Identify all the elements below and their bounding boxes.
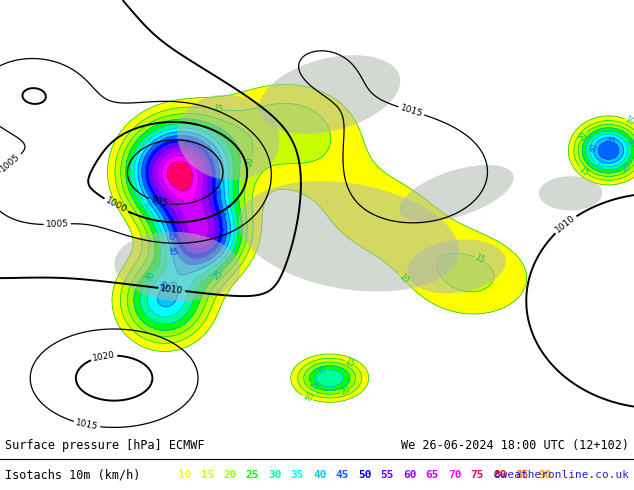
Text: 55: 55	[380, 470, 394, 480]
Text: 20: 20	[245, 156, 256, 167]
Text: 15: 15	[344, 357, 356, 369]
Text: 20: 20	[576, 130, 590, 143]
Text: 30: 30	[268, 470, 281, 480]
Text: 90: 90	[538, 470, 552, 480]
Text: We 26-06-2024 18:00 UTC (12+102): We 26-06-2024 18:00 UTC (12+102)	[401, 440, 629, 452]
Text: 995: 995	[150, 196, 169, 209]
Text: ©weatheronline.co.uk: ©weatheronline.co.uk	[494, 470, 629, 480]
Text: 1005: 1005	[0, 152, 22, 173]
Text: 45: 45	[165, 230, 177, 242]
Text: 35: 35	[140, 199, 153, 212]
Text: 70: 70	[448, 470, 462, 480]
Text: Isotachs 10m (km/h): Isotachs 10m (km/h)	[5, 468, 140, 482]
Text: 1015: 1015	[399, 103, 424, 119]
Text: 40: 40	[158, 279, 172, 293]
Text: 15: 15	[200, 470, 214, 480]
Ellipse shape	[399, 165, 514, 222]
Text: 10: 10	[301, 392, 314, 404]
Text: 25: 25	[620, 160, 633, 173]
Text: 25: 25	[212, 268, 224, 281]
Text: 35: 35	[594, 159, 606, 171]
Text: 35: 35	[290, 470, 304, 480]
Text: 1000: 1000	[104, 196, 128, 215]
Ellipse shape	[259, 55, 400, 134]
Text: 1015: 1015	[75, 418, 99, 432]
Text: 55: 55	[155, 194, 167, 207]
Text: 30: 30	[316, 365, 328, 377]
Text: 10: 10	[178, 470, 191, 480]
Text: 30: 30	[144, 270, 157, 283]
Text: 25: 25	[245, 470, 259, 480]
Text: 80: 80	[493, 470, 507, 480]
Text: 20: 20	[339, 385, 352, 397]
Text: 40: 40	[588, 142, 599, 154]
Text: 45: 45	[335, 470, 349, 480]
Text: 1020: 1020	[92, 350, 116, 363]
Ellipse shape	[238, 181, 459, 292]
Ellipse shape	[539, 176, 602, 211]
Text: 1010: 1010	[160, 284, 184, 295]
Text: 20: 20	[223, 470, 236, 480]
Ellipse shape	[177, 95, 280, 180]
Text: 75: 75	[470, 470, 484, 480]
Text: 45: 45	[605, 137, 616, 147]
Text: 1010: 1010	[553, 214, 578, 235]
Text: 1005: 1005	[46, 220, 69, 229]
Text: 25: 25	[307, 379, 320, 392]
Text: 85: 85	[515, 470, 529, 480]
Ellipse shape	[407, 240, 506, 294]
Text: 40: 40	[313, 470, 327, 480]
Text: 50: 50	[358, 470, 372, 480]
Text: 10: 10	[623, 115, 634, 127]
Text: 40: 40	[165, 245, 177, 257]
Text: 15: 15	[473, 253, 486, 265]
Ellipse shape	[115, 232, 240, 301]
Text: 60: 60	[176, 221, 187, 233]
Text: 60: 60	[403, 470, 417, 480]
Text: 30: 30	[624, 137, 634, 149]
Text: 15: 15	[577, 165, 590, 177]
Text: 15: 15	[213, 104, 224, 114]
Text: 65: 65	[425, 470, 439, 480]
Text: Surface pressure [hPa] ECMWF: Surface pressure [hPa] ECMWF	[5, 440, 205, 452]
Text: 50: 50	[214, 207, 226, 219]
Text: 10: 10	[396, 272, 410, 285]
